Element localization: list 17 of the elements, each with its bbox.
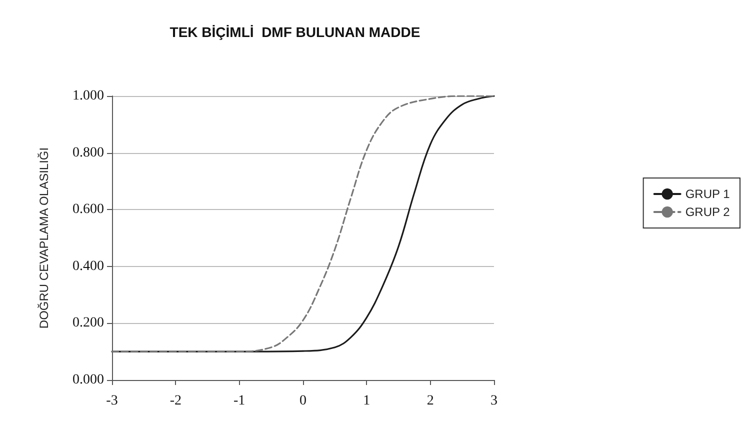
legend-label: GRUP 2 bbox=[685, 205, 730, 219]
x-tick-label: -3 bbox=[106, 394, 118, 408]
x-tick-label: 0 bbox=[300, 394, 306, 408]
y-axis-title: DOĞRU CEVAPLAMA OLASILIĞI bbox=[37, 147, 51, 329]
y-tick-label: 0.800 bbox=[72, 145, 104, 160]
chart-title: TEK BİÇİMLİ DMF BULUNAN MADDE bbox=[170, 24, 420, 40]
x-tick-label: 2 bbox=[426, 394, 434, 408]
y-tick-label: 0.400 bbox=[72, 258, 104, 274]
legend-label: GRUP 1 bbox=[685, 187, 730, 201]
x-tick-label: 1 bbox=[363, 394, 370, 408]
y-tick-label: 0.200 bbox=[72, 316, 104, 331]
y-tick-label: 0.600 bbox=[72, 202, 104, 218]
x-tick-label: -1 bbox=[233, 394, 246, 408]
x-tick-label: 3 bbox=[490, 394, 498, 408]
y-tick-label: 0.000 bbox=[72, 372, 104, 388]
x-tick-label: -2 bbox=[170, 394, 182, 408]
y-tick-label: 1.000 bbox=[72, 88, 104, 104]
